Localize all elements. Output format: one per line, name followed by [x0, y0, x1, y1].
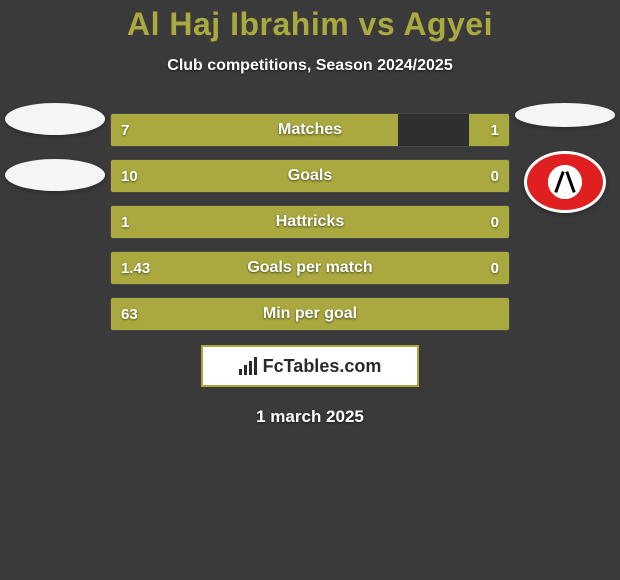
player-right-club-logo	[524, 151, 606, 213]
stats-panel: 71Matches100Goals10Hattricks1.430Goals p…	[0, 113, 620, 427]
stat-row: 100Goals	[110, 159, 510, 193]
stat-left-value: 10	[111, 160, 148, 192]
subtitle: Club competitions, Season 2024/2025	[0, 57, 620, 75]
stat-right-value	[489, 298, 509, 330]
stat-left-bar	[111, 252, 509, 284]
stat-left-value: 63	[111, 298, 148, 330]
brand-box[interactable]: FcTables.com	[201, 345, 419, 387]
stat-row: 10Hattricks	[110, 205, 510, 239]
stat-right-value: 1	[481, 114, 509, 146]
brand-text: FcTables.com	[263, 356, 382, 377]
stat-left-bar	[111, 206, 509, 238]
player-right-avatar-placeholder	[515, 103, 615, 127]
stat-left-bar	[111, 298, 509, 330]
stat-row: 71Matches	[110, 113, 510, 147]
brand-chart-icon	[239, 357, 257, 375]
stat-left-bar	[111, 114, 398, 146]
player-left-badges	[0, 103, 110, 213]
page-title: Al Haj Ibrahim vs Agyei	[0, 6, 620, 43]
stat-right-value: 0	[481, 206, 509, 238]
stat-left-bar	[111, 160, 509, 192]
player-right-badges	[510, 103, 620, 213]
stat-row: 1.430Goals per match	[110, 251, 510, 285]
stat-left-value: 7	[111, 114, 139, 146]
stat-row: 63Min per goal	[110, 297, 510, 331]
date-line: 1 march 2025	[0, 407, 620, 427]
stat-left-value: 1.43	[111, 252, 160, 284]
stat-left-value: 1	[111, 206, 139, 238]
player-left-club-placeholder	[5, 159, 105, 191]
player-left-avatar-placeholder	[5, 103, 105, 135]
stat-right-value: 0	[481, 252, 509, 284]
stat-right-value: 0	[481, 160, 509, 192]
